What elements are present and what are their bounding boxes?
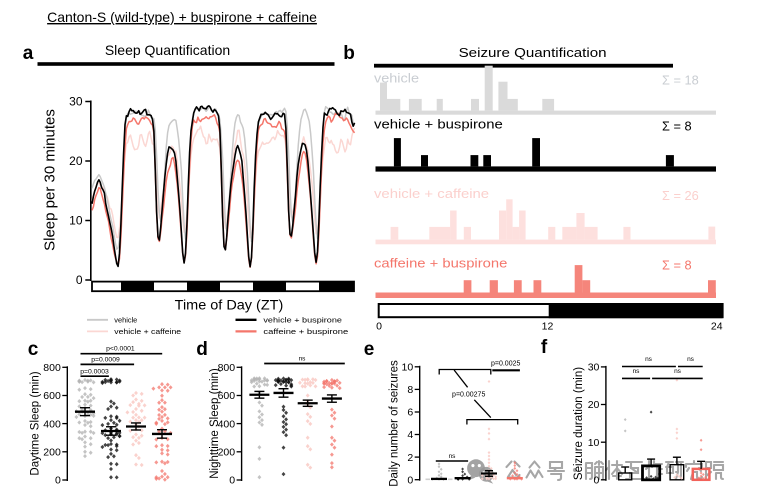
svg-text:0: 0 xyxy=(76,273,83,287)
svg-text:caffeine + buspirone: caffeine + buspirone xyxy=(263,327,348,336)
svg-text:vehicle: vehicle xyxy=(374,71,419,86)
svg-text:vehicle + buspirone: vehicle + buspirone xyxy=(374,117,503,132)
svg-text:ns: ns xyxy=(687,356,695,363)
svg-text:vehicle + caffeine: vehicle + caffeine xyxy=(114,327,181,336)
svg-text:Σ = 18: Σ = 18 xyxy=(662,73,699,88)
svg-text:Σ = 8: Σ = 8 xyxy=(662,119,692,134)
svg-text:4: 4 xyxy=(407,429,413,441)
svg-text:ns: ns xyxy=(299,356,307,363)
svg-text:Sleep Quantification: Sleep Quantification xyxy=(105,42,230,58)
svg-text:12: 12 xyxy=(542,321,554,333)
svg-text:Σ = 8: Σ = 8 xyxy=(662,257,692,272)
svg-text:800: 800 xyxy=(43,362,61,374)
svg-text:Daily number of seizures: Daily number of seizures xyxy=(389,360,401,487)
svg-text:400: 400 xyxy=(218,418,236,430)
svg-text:a: a xyxy=(23,43,34,64)
svg-text:p<0.0001: p<0.0001 xyxy=(106,345,135,352)
svg-text:10: 10 xyxy=(402,362,414,374)
svg-text:Seizure Quantification: Seizure Quantification xyxy=(459,45,607,60)
svg-text:10: 10 xyxy=(588,437,600,449)
svg-text:f: f xyxy=(541,337,548,358)
svg-text:vehicle + buspirone: vehicle + buspirone xyxy=(263,316,342,325)
svg-text:600: 600 xyxy=(43,390,61,402)
svg-text:p=0.00275: p=0.00275 xyxy=(452,392,485,399)
svg-text:0: 0 xyxy=(229,475,235,487)
svg-text:ns: ns xyxy=(645,356,653,363)
svg-text:200: 200 xyxy=(218,447,236,459)
svg-text:8: 8 xyxy=(407,384,413,396)
svg-text:200: 200 xyxy=(43,447,61,459)
svg-text:c: c xyxy=(28,339,39,360)
svg-text:0: 0 xyxy=(55,475,61,487)
svg-text:20: 20 xyxy=(588,399,600,411)
svg-text:24: 24 xyxy=(711,321,723,333)
svg-text:b: b xyxy=(343,43,355,64)
svg-text:caffeine + buspirone: caffeine + buspirone xyxy=(374,255,507,270)
svg-text:0: 0 xyxy=(407,474,413,486)
svg-text:ns: ns xyxy=(674,368,682,375)
svg-text:Time of Day (ZT): Time of Day (ZT) xyxy=(175,298,284,313)
svg-text:6: 6 xyxy=(407,407,413,419)
svg-text:400: 400 xyxy=(43,418,61,430)
svg-text:Σ = 26: Σ = 26 xyxy=(662,188,699,203)
svg-text:Nighttime Sleep (min): Nighttime Sleep (min) xyxy=(209,368,221,479)
svg-text:800: 800 xyxy=(218,362,236,374)
svg-text:p=0.0003: p=0.0003 xyxy=(80,368,109,375)
svg-text:e: e xyxy=(364,339,375,360)
svg-text:0: 0 xyxy=(376,321,382,333)
svg-text:vehicle + caffeine: vehicle + caffeine xyxy=(374,186,489,201)
svg-text:0: 0 xyxy=(594,475,600,487)
svg-text:vehicle: vehicle xyxy=(114,316,137,325)
svg-text:p=0.0025: p=0.0025 xyxy=(491,361,520,368)
svg-text:d: d xyxy=(196,339,208,360)
svg-text:10: 10 xyxy=(69,214,83,228)
svg-text:Seizure duration (min): Seizure duration (min) xyxy=(573,367,585,480)
svg-text:p=0.0009: p=0.0009 xyxy=(91,357,120,364)
svg-text:Sleep per 30 minutes: Sleep per 30 minutes xyxy=(42,109,59,251)
svg-text:ns: ns xyxy=(633,368,641,375)
svg-text:2: 2 xyxy=(407,452,413,464)
svg-text:20: 20 xyxy=(69,154,83,168)
svg-text:Daytime Sleep (min): Daytime Sleep (min) xyxy=(30,371,42,475)
svg-text:Canton-S (wild-type) + buspiro: Canton-S (wild-type) + buspirone + caffe… xyxy=(47,9,317,25)
svg-text:ns: ns xyxy=(449,453,457,460)
svg-text:30: 30 xyxy=(588,362,600,374)
svg-text:600: 600 xyxy=(218,390,236,402)
svg-text:30: 30 xyxy=(69,95,83,109)
